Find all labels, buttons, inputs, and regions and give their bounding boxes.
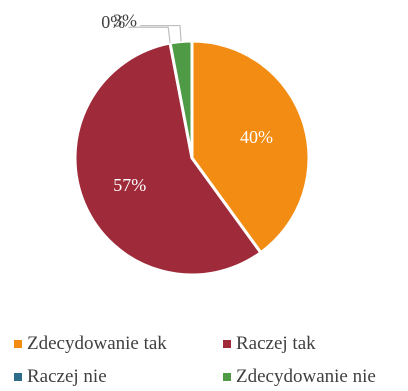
leader-lines	[128, 24, 182, 44]
pie-slices	[73, 39, 311, 277]
pie-slice-raczej-tak	[73, 41, 263, 277]
slice-label-raczej-tak: 57%	[113, 175, 146, 195]
slice-label-raczej-nie: 0%	[101, 12, 125, 32]
slice-label-zdecydowanie-nie: 3%	[113, 11, 137, 31]
slice-labels: 40% 57% 0%3%	[101, 11, 273, 195]
slice-label-zdecydowanie-tak: 40%	[240, 127, 273, 147]
leader-line-zdecydowanie-nie	[140, 24, 182, 42]
leader-line-raczej-nie	[128, 26, 171, 44]
pie-slice-zdecydowanie-tak	[190, 39, 311, 255]
